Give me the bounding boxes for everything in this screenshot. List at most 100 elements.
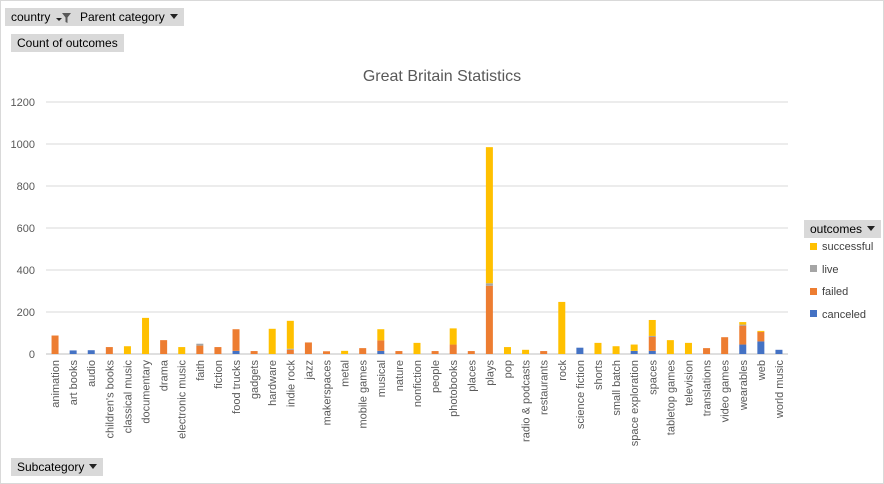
bar-failed — [757, 331, 765, 342]
bar-successful — [449, 328, 457, 345]
x-tick-label: makerspaces — [322, 360, 334, 426]
legend-item-live: live — [810, 263, 839, 277]
x-tick-label: musical — [376, 360, 388, 397]
bar-failed — [648, 336, 656, 351]
bar-successful — [648, 319, 656, 336]
y-tick-label: 200 — [17, 307, 35, 319]
bar-canceled — [232, 350, 240, 354]
bar-successful — [630, 344, 638, 351]
x-tick-label: plays — [484, 360, 496, 386]
legend-label: successful — [822, 241, 874, 253]
legend-label: live — [822, 263, 839, 276]
bar-canceled — [648, 350, 656, 354]
x-tick-label: food trucks — [231, 360, 243, 414]
y-tick-label: 400 — [17, 265, 35, 277]
legend-swatch — [810, 287, 817, 295]
bar-successful — [612, 346, 620, 354]
y-tick-label: 1200 — [11, 97, 35, 109]
x-tick-label: places — [466, 360, 478, 392]
bar-failed — [431, 351, 439, 354]
bar-live — [648, 335, 656, 337]
bar-live — [286, 348, 294, 350]
bar-successful — [377, 329, 385, 341]
x-tick-label: drama — [159, 359, 171, 391]
y-tick-label: 800 — [17, 181, 35, 193]
legend-swatch — [810, 310, 817, 318]
x-tick-label: shorts — [593, 360, 605, 390]
bar-failed — [214, 347, 222, 354]
x-tick-label: hardware — [267, 360, 279, 406]
x-tick-label: photobooks — [448, 360, 460, 417]
x-tick-label: nature — [394, 360, 406, 391]
value-field-button[interactable]: Count of outcomes — [11, 34, 124, 52]
bar-failed — [540, 351, 548, 354]
legend-field-button[interactable]: outcomes — [804, 220, 882, 238]
x-tick-label: wearables — [738, 360, 750, 412]
x-tick-label: restaurants — [539, 360, 551, 416]
x-tick-label: television — [683, 360, 695, 406]
bar-live — [196, 343, 204, 346]
country-filter-label: country — [11, 10, 51, 24]
x-tick-label: small batch — [611, 360, 623, 416]
y-tick-label: 0 — [29, 349, 35, 361]
x-tick-label: audio — [86, 360, 98, 387]
bar-successful — [268, 328, 276, 354]
bar-successful — [485, 147, 493, 284]
bar-failed — [323, 351, 331, 354]
legend-label: failed — [822, 286, 849, 298]
bar-successful — [413, 342, 421, 354]
parent-category-filter-button[interactable]: Parent category — [74, 8, 184, 26]
legend-field-label: outcomes — [810, 222, 863, 236]
bar-canceled — [775, 349, 783, 354]
legend-item-canceled: canceled — [810, 308, 866, 322]
y-tick-label: 1000 — [11, 139, 35, 151]
x-tick-label: art books — [68, 360, 80, 406]
country-filter-button[interactable]: country — [5, 8, 78, 26]
x-tick-label: fiction — [213, 360, 225, 389]
x-tick-label: tabletop games — [665, 360, 677, 436]
bar-successful — [558, 301, 566, 354]
x-tick-label: science fiction — [575, 360, 587, 429]
x-tick-label: rock — [557, 360, 569, 381]
x-tick-label: documentary — [141, 360, 153, 424]
legend-swatch — [810, 265, 817, 273]
bar-successful — [286, 320, 294, 349]
bar-failed — [739, 325, 747, 345]
bar-failed — [377, 340, 385, 351]
y-tick-label: 600 — [17, 223, 35, 235]
bar-canceled — [576, 347, 584, 354]
axis-field-label: Subcategory — [17, 460, 85, 474]
bar-failed — [232, 329, 240, 351]
bar-successful — [684, 342, 692, 354]
parent-category-filter-label: Parent category — [80, 10, 165, 24]
bar-failed — [703, 348, 711, 354]
chevron-down-icon — [89, 464, 98, 470]
x-tick-label: spaces — [647, 360, 659, 395]
bar-successful — [522, 349, 530, 354]
chevron-down-icon — [867, 226, 876, 232]
x-tick-label: jazz — [303, 360, 315, 381]
x-tick-label: nonfiction — [412, 360, 424, 407]
bar-failed — [721, 337, 729, 354]
bar-failed — [359, 348, 367, 354]
bar-failed — [105, 347, 113, 354]
x-tick-label: electronic music — [177, 360, 189, 439]
chart-title: Great Britain Statistics — [363, 68, 521, 85]
x-tick-label: classical music — [122, 360, 134, 434]
axis-field-button[interactable]: Subcategory — [11, 458, 104, 476]
bar-successful — [666, 340, 674, 354]
bar-canceled — [377, 350, 385, 354]
bar-failed — [485, 285, 493, 354]
x-tick-label: video games — [720, 360, 732, 423]
bar-failed — [160, 340, 168, 354]
x-tick-label: faith — [195, 360, 207, 381]
x-tick-label: radio & podcasts — [521, 360, 533, 442]
bar-successful — [341, 350, 349, 354]
x-tick-label: animation — [50, 360, 62, 408]
legend-swatch — [810, 242, 817, 250]
x-tick-label: pop — [502, 360, 514, 378]
x-tick-label: web — [756, 360, 768, 381]
bar-live — [739, 324, 747, 326]
filter-funnel-icon — [55, 12, 71, 23]
